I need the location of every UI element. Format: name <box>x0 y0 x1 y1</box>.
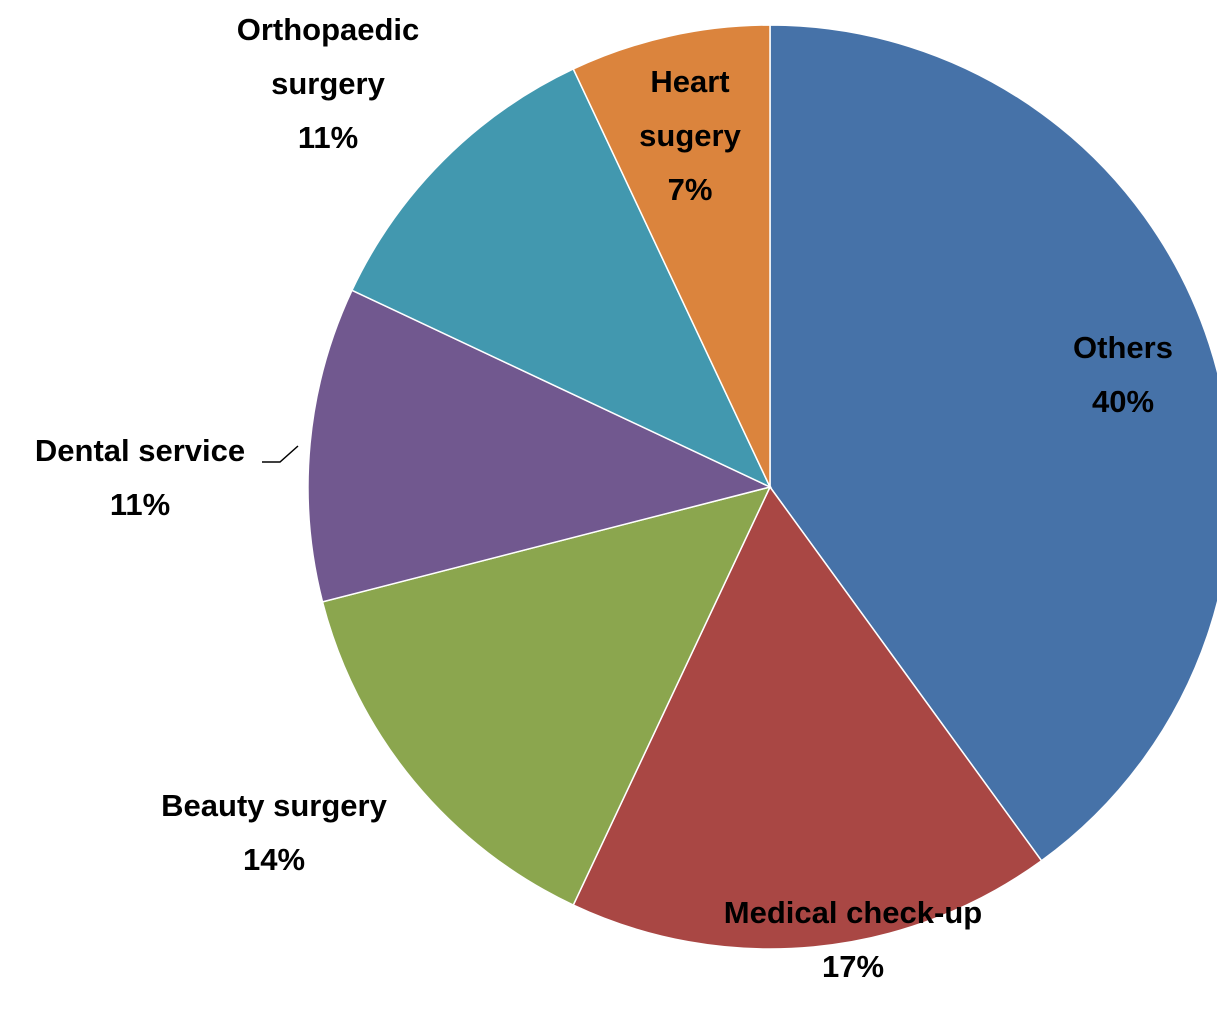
pie-slice <box>572 485 1043 950</box>
slice-label: Orthopaedic surgery 11% <box>213 3 443 165</box>
pie-slice <box>769 24 1217 862</box>
slice-value: 11% <box>297 120 359 155</box>
slice-name: Orthopaedic surgery <box>236 12 420 101</box>
slice-value: 11% <box>109 487 171 522</box>
slice-label: Medical check-up 17% <box>708 886 998 994</box>
slice-value: 7% <box>667 172 713 207</box>
slice-label: Dental service 11% <box>0 424 280 532</box>
pie-slice <box>321 485 772 907</box>
slice-name: Others <box>1073 330 1173 365</box>
pie-slice <box>307 289 773 603</box>
pie-slice <box>350 67 772 489</box>
slice-value: 14% <box>242 842 306 877</box>
slice-label: Heart sugery 7% <box>620 55 760 217</box>
slice-value: 17% <box>821 949 885 984</box>
pie-slice <box>572 24 771 488</box>
slice-name: Dental service <box>34 433 246 468</box>
slice-label: Beauty surgery 14% <box>124 779 424 887</box>
slice-value: 40% <box>1091 384 1155 419</box>
slice-name: Heart sugery <box>639 64 741 153</box>
leader-line <box>262 445 299 463</box>
slice-name: Beauty surgery <box>161 788 387 823</box>
slice-label: Others 40% <box>1023 321 1217 429</box>
slice-name: Medical check-up <box>723 895 983 930</box>
